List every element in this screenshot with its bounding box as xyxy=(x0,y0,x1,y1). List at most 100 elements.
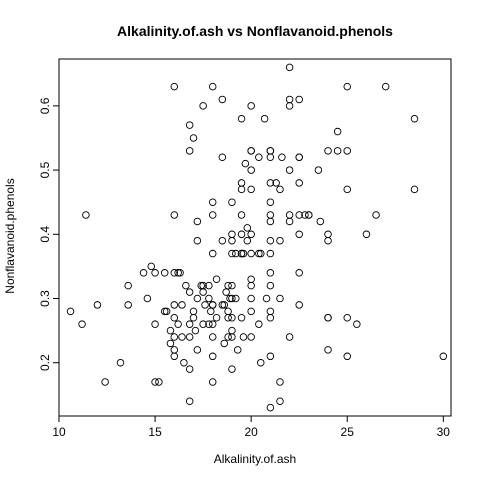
data-point xyxy=(324,230,332,239)
data-point xyxy=(301,211,309,219)
data-point xyxy=(241,159,250,168)
x-tick-label: 25 xyxy=(341,425,355,439)
y-tick-label: 0.4 xyxy=(38,226,52,243)
data-point xyxy=(170,82,179,91)
data-point xyxy=(218,95,227,104)
data-point xyxy=(247,281,255,290)
data-point xyxy=(239,333,248,341)
data-point xyxy=(191,326,200,335)
data-point xyxy=(278,153,286,161)
data-point xyxy=(247,166,255,174)
data-point xyxy=(208,320,217,328)
data-point xyxy=(170,314,179,322)
data-point xyxy=(276,236,284,245)
data-point xyxy=(228,198,236,206)
data-point xyxy=(343,147,351,155)
data-point xyxy=(185,333,194,341)
data-point xyxy=(193,217,202,226)
data-point xyxy=(247,147,255,155)
x-tick-label: 10 xyxy=(52,425,66,439)
data-point xyxy=(208,301,217,309)
data-point xyxy=(124,301,132,309)
y-tick-label: 0.2 xyxy=(38,354,52,371)
y-tick-label: 0.3 xyxy=(38,290,52,307)
data-point xyxy=(208,352,217,361)
data-point xyxy=(207,307,215,316)
data-point xyxy=(343,352,351,361)
data-point xyxy=(272,179,280,187)
data-point xyxy=(208,333,217,341)
data-point xyxy=(262,294,271,303)
data-point xyxy=(314,166,323,174)
data-point xyxy=(324,236,332,245)
data-point xyxy=(247,294,255,303)
data-point xyxy=(182,281,190,290)
data-point xyxy=(247,185,255,194)
data-point xyxy=(255,249,263,258)
data-point xyxy=(176,269,184,277)
data-point xyxy=(220,339,228,348)
data-point xyxy=(410,185,419,194)
data-point xyxy=(266,236,275,245)
data-point xyxy=(185,365,194,373)
data-point xyxy=(285,63,294,72)
chart-title: Alkalinity.of.ash vs Nonflavanoid.phenol… xyxy=(117,23,393,39)
data-point xyxy=(276,294,284,303)
data-point xyxy=(212,275,221,283)
data-point xyxy=(295,269,303,277)
data-point xyxy=(228,326,236,335)
data-point xyxy=(160,269,169,277)
data-point xyxy=(324,147,332,155)
data-point xyxy=(208,198,217,206)
data-point xyxy=(266,352,275,361)
data-point xyxy=(199,320,207,328)
data-point xyxy=(266,211,275,219)
data-point xyxy=(247,307,255,316)
data-point xyxy=(180,358,188,367)
data-point xyxy=(193,294,202,303)
data-point xyxy=(224,314,232,322)
x-tick-label: 20 xyxy=(244,425,258,439)
data-point xyxy=(266,269,275,277)
data-point xyxy=(228,365,236,373)
data-point xyxy=(222,288,230,296)
data-point xyxy=(266,314,275,322)
data-point xyxy=(116,358,125,367)
data-point xyxy=(285,211,294,219)
data-point xyxy=(78,320,86,328)
data-point xyxy=(266,307,275,316)
data-point xyxy=(185,121,194,129)
data-point xyxy=(305,211,313,219)
data-point xyxy=(353,320,361,328)
data-point xyxy=(333,127,342,136)
data-point xyxy=(166,326,175,335)
data-point xyxy=(266,217,275,226)
data-point xyxy=(218,236,227,245)
data-point xyxy=(316,217,325,226)
data-point xyxy=(237,314,246,322)
data-point xyxy=(199,102,207,110)
data-point xyxy=(266,179,275,187)
data-point xyxy=(160,307,169,316)
data-point xyxy=(151,320,159,328)
data-point xyxy=(185,397,194,405)
x-axis-label: Alkalinity.of.ash xyxy=(214,452,296,466)
data-point xyxy=(189,134,198,142)
data-point xyxy=(257,358,265,367)
data-point xyxy=(237,179,246,187)
data-point xyxy=(266,153,275,161)
data-point xyxy=(151,269,159,277)
data-point xyxy=(285,102,294,110)
data-point xyxy=(228,294,236,303)
data-point xyxy=(174,320,182,328)
data-point xyxy=(170,352,179,361)
data-point xyxy=(295,179,303,187)
data-point xyxy=(66,307,75,316)
data-point xyxy=(228,236,236,245)
data-point xyxy=(224,281,232,290)
data-point xyxy=(232,294,240,303)
data-point xyxy=(205,281,213,290)
data-point xyxy=(124,281,132,290)
x-axis: 10 15 20 25 30 xyxy=(52,415,450,439)
